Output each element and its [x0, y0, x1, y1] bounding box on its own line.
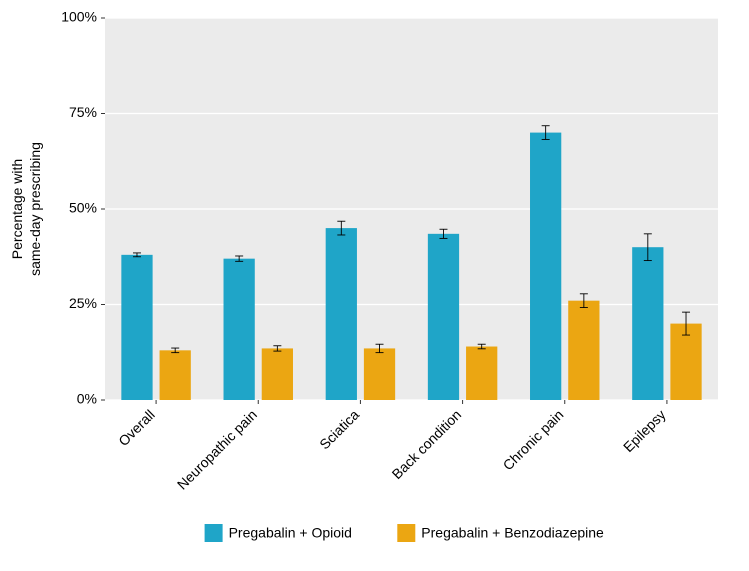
- bar: [364, 348, 395, 400]
- y-tick-label: 25%: [69, 295, 97, 311]
- bar: [428, 234, 459, 400]
- bar: [530, 133, 561, 400]
- x-tick-label: Back condition: [389, 406, 465, 482]
- y-tick-label: 100%: [61, 9, 97, 25]
- legend-label: Pregabalin + Benzodiazepine: [421, 525, 604, 541]
- y-axis-label-line2: same-day prescribing: [27, 142, 43, 276]
- bar: [160, 350, 191, 400]
- x-tick-label: Overall: [115, 406, 158, 449]
- y-axis-label-line1: Percentage with: [9, 159, 25, 259]
- x-tick-label: Sciatica: [316, 406, 362, 452]
- prescribing-chart: 0% 25% 50% 75% 100% Percentage withsame-day p…: [0, 0, 749, 571]
- y-tick-label: 75%: [69, 104, 97, 120]
- x-tick-label: Epilepsy: [620, 406, 669, 455]
- legend-label: Pregabalin + Opioid: [229, 525, 352, 541]
- x-tick-label: Chronic pain: [500, 406, 567, 473]
- bar: [262, 348, 293, 400]
- bar: [466, 347, 497, 400]
- legend-swatch: [397, 524, 415, 542]
- bar: [326, 228, 357, 400]
- y-tick-label: 50%: [69, 200, 97, 216]
- x-tick-label: Neuropathic pain: [174, 406, 260, 492]
- chart-svg: 0% 25% 50% 75% 100% Percentage withsame-day p…: [0, 0, 749, 571]
- bar: [568, 301, 599, 400]
- bar: [121, 255, 152, 400]
- bar: [224, 259, 255, 400]
- y-tick-label: 0%: [77, 391, 97, 407]
- bar: [632, 247, 663, 400]
- legend-swatch: [205, 524, 223, 542]
